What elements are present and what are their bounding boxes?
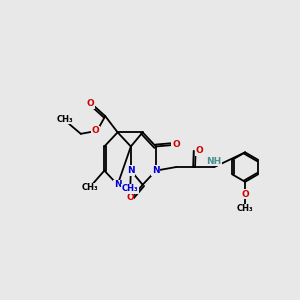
- Text: O: O: [172, 140, 180, 149]
- Text: O: O: [126, 194, 134, 202]
- Text: O: O: [196, 146, 204, 155]
- Text: O: O: [92, 126, 99, 135]
- Text: CH₃: CH₃: [82, 183, 98, 192]
- Text: O: O: [242, 190, 250, 199]
- Text: CH₃: CH₃: [57, 115, 74, 124]
- Text: O: O: [87, 99, 94, 108]
- Text: NH: NH: [206, 157, 221, 166]
- Text: N: N: [127, 166, 135, 175]
- Text: CH₃: CH₃: [122, 184, 139, 194]
- Text: CH₃: CH₃: [237, 204, 254, 213]
- Text: N: N: [114, 180, 122, 189]
- Text: N: N: [152, 166, 160, 175]
